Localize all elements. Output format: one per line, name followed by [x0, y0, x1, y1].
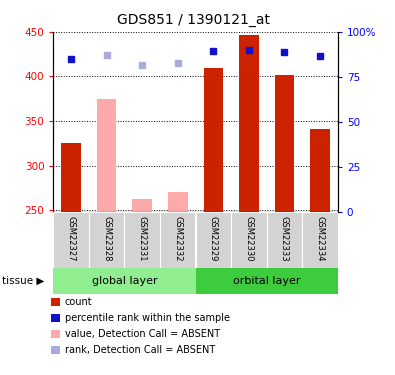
- Bar: [97, 99, 117, 212]
- Text: global layer: global layer: [92, 276, 157, 286]
- Bar: [196, 212, 231, 268]
- Bar: [302, 212, 338, 268]
- Bar: [160, 212, 196, 268]
- Text: count: count: [65, 297, 92, 307]
- Text: GSM22331: GSM22331: [138, 216, 147, 261]
- Text: GSM22332: GSM22332: [173, 216, 182, 261]
- Text: GSM22334: GSM22334: [316, 216, 324, 261]
- Text: GSM22328: GSM22328: [102, 216, 111, 261]
- Text: rank, Detection Call = ABSENT: rank, Detection Call = ABSENT: [65, 345, 215, 355]
- Bar: [124, 212, 160, 268]
- Text: GSM22333: GSM22333: [280, 216, 289, 261]
- Bar: [196, 268, 338, 294]
- Text: GSM22330: GSM22330: [245, 216, 253, 261]
- Bar: [53, 268, 196, 294]
- Text: orbital layer: orbital layer: [233, 276, 300, 286]
- Bar: [168, 192, 188, 212]
- Bar: [53, 212, 89, 268]
- Text: GDS851 / 1390121_at: GDS851 / 1390121_at: [117, 13, 270, 27]
- Bar: [310, 129, 330, 212]
- Bar: [132, 198, 152, 212]
- Text: GSM22327: GSM22327: [67, 216, 75, 261]
- Text: tissue ▶: tissue ▶: [2, 276, 44, 286]
- Text: percentile rank within the sample: percentile rank within the sample: [65, 313, 230, 323]
- Text: GSM22329: GSM22329: [209, 216, 218, 261]
- Bar: [89, 212, 124, 268]
- Bar: [267, 212, 302, 268]
- Bar: [61, 143, 81, 212]
- Bar: [239, 34, 259, 212]
- Bar: [231, 212, 267, 268]
- Bar: [275, 75, 294, 212]
- Text: value, Detection Call = ABSENT: value, Detection Call = ABSENT: [65, 329, 220, 339]
- Bar: [203, 68, 223, 212]
